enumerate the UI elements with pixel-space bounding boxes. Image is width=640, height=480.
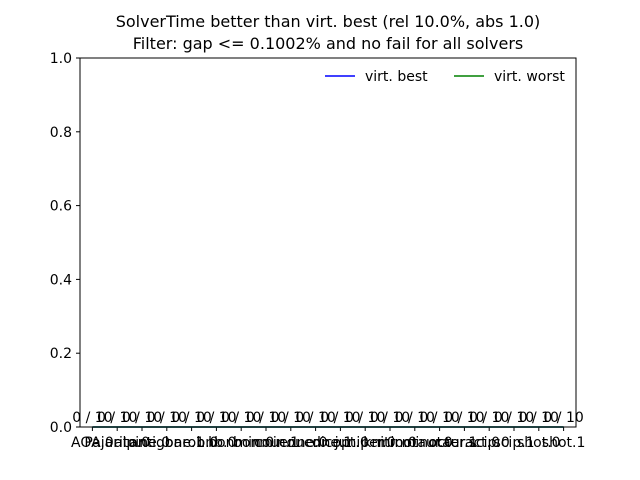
x-tick-label: dicopt.0 — [312, 435, 369, 451]
x-tick-label: shot.0 — [517, 435, 561, 451]
chart-subtitle: Filter: gap <= 0.1002% and no fail for a… — [133, 34, 523, 53]
data-label: 0 / 10 — [395, 410, 435, 426]
x-tick-label: bonmin.0 — [208, 435, 274, 451]
data-label: 0 / 10 — [122, 410, 162, 426]
y-tick-label: 0.0 — [50, 420, 72, 436]
legend: virt. best virt. worst — [325, 69, 565, 85]
x-tick-label: Pajarito.0 — [84, 435, 150, 451]
data-label: 0 / 10 — [370, 410, 410, 426]
data-label: 0 / 10 — [519, 410, 559, 426]
data-label: 0 / 10 — [345, 410, 385, 426]
x-tick-label: minotaur.1 — [402, 435, 478, 451]
data-label: 0 / 10 — [221, 410, 261, 426]
data-label: 0 / 10 — [171, 410, 211, 426]
data-label: 0 / 10 — [320, 410, 360, 426]
x-tick-label: antigone.1 — [129, 435, 204, 451]
data-label: 0 / 10 — [147, 410, 187, 426]
data-label: 0 / 10 — [469, 410, 509, 426]
data-label: 0 / 10 — [494, 410, 534, 426]
y-tick-label: 0.8 — [50, 125, 72, 141]
y-tick-label: 0.6 — [50, 199, 72, 215]
x-tick-label: AOA.0 — [71, 435, 114, 451]
data-label: 0 / 10 — [419, 410, 459, 426]
x-tick-label: scip.1 — [493, 435, 534, 451]
legend-label: virt. best — [365, 69, 428, 85]
x-tick-label: shot.1 — [542, 435, 586, 451]
x-tick-label: knitro.0 — [363, 435, 416, 451]
data-label: 0 / 10 — [72, 410, 112, 426]
x-tick-label: couenne.1 — [279, 435, 352, 451]
data-label: 0 / 10 — [246, 410, 286, 426]
data-label: 0 / 10 — [271, 410, 311, 426]
y-tick-label: 0.2 — [50, 346, 72, 362]
x-tick-label: minotaur.0 — [377, 435, 453, 451]
data-label: 0 / 10 — [444, 410, 484, 426]
plot-area: 0.0 0.2 0.4 0.6 0.8 1.0 AOA.0 0 / 10 Pajarito.0 0… — [50, 51, 586, 451]
x-tick-label: scip.0 — [469, 435, 510, 451]
x-tick-label: octeract.0 — [429, 435, 500, 451]
chart-title: SolverTime better than virt. best (rel 1… — [116, 12, 541, 31]
legend-label: virt. worst — [494, 69, 565, 85]
x-tick-label: couenne.0 — [254, 435, 327, 451]
plot-frame — [79, 57, 577, 428]
x-tick-label: baron.0 — [165, 435, 219, 451]
data-label: 0 / 10 — [196, 410, 236, 426]
data-label: 0 / 10 — [543, 410, 583, 426]
x-tick-label: bonmin.1 — [233, 435, 299, 451]
data-label: 0 / 10 — [97, 410, 137, 426]
data-label: 0 / 10 — [295, 410, 335, 426]
y-tick-label: 0.4 — [50, 272, 72, 288]
y-tick-label: 1.0 — [50, 51, 72, 67]
x-tick-label: bnb.0 — [196, 435, 236, 451]
x-tick-label: juniper.0 — [334, 435, 396, 451]
x-tick-label: alpine.0 — [114, 435, 170, 451]
